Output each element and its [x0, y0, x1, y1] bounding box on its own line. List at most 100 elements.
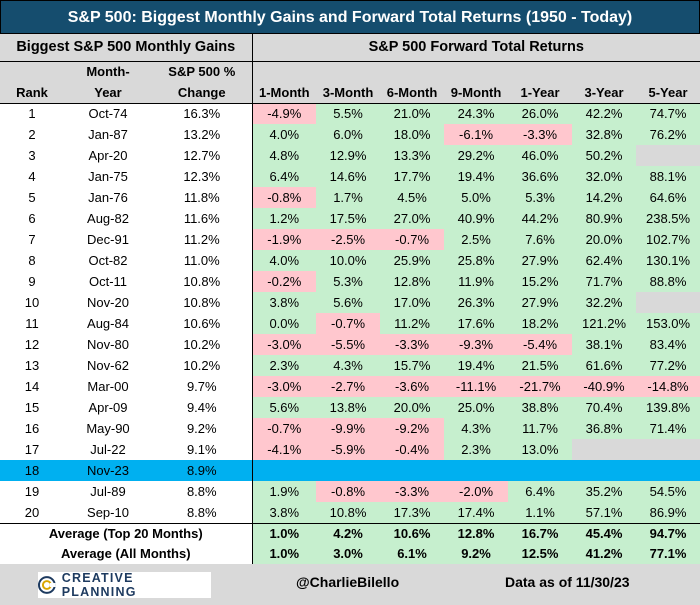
change-cell: 9.1%	[186, 442, 217, 457]
forward-1-month-cell: -0.8%	[251, 187, 317, 208]
forward-5-year-cell: 88.8%	[636, 271, 700, 292]
forward-6-month-cell: -3.3%	[380, 481, 445, 502]
forward-6-month-cell: 21.0%	[380, 103, 445, 124]
forward-3-month-cell	[316, 460, 381, 481]
month-year-cell: May-90	[86, 421, 130, 436]
forward-3-year-cell: 71.7%	[572, 271, 637, 292]
forward-1-month-cell: 4.0%	[251, 250, 317, 271]
table-row: 20 Sep-10 8.8% 3.8% 10.8% 17.3% 17.4% 1.1% 57.1%…	[0, 502, 700, 523]
rank-cell: 12	[24, 337, 40, 352]
forward-6-month-cell: -3.3%	[380, 334, 445, 355]
month-year-cell: Apr-09	[88, 400, 128, 415]
table-row: 17 Jul-22 9.1% -4.1% -5.9% -0.4% 2.3% 13.0%	[0, 439, 700, 460]
rank-cell: 6	[28, 211, 36, 226]
rank-cell: 16	[24, 421, 40, 436]
change-cell: 9.2%	[186, 421, 217, 436]
forward-3-year-cell: 38.1%	[572, 334, 637, 355]
right-section-header: S&P 500 Forward Total Returns	[251, 34, 700, 62]
forward-9-month-cell: 2.3%	[444, 439, 509, 460]
table-row: 13 Nov-62 10.2% 2.3% 4.3% 15.7% 19.4% 21.5% 61.6…	[0, 355, 700, 376]
forward-5-year-cell: -14.8%	[636, 376, 700, 397]
change-cell: 11.2%	[183, 232, 220, 247]
forward-3-year-cell: 14.2%	[572, 187, 637, 208]
forward-1-month-cell: -4.1%	[251, 439, 317, 460]
forward-1-month-cell: 0.0%	[251, 313, 317, 334]
table-row: 11 Aug-84 10.6% 0.0% -0.7% 11.2% 17.6% 18.2% 121…	[0, 313, 700, 334]
forward-5-year-cell	[636, 292, 700, 313]
forward-1-year-cell: 13.0%	[508, 439, 573, 460]
forward-3-month-cell: -0.7%	[316, 313, 381, 334]
forward-1-month-cell: 5.6%	[251, 397, 317, 418]
table-row: 3 Apr-20 12.7% 4.8% 12.9% 13.3% 29.2% 46.0% 50.2…	[0, 145, 700, 166]
table-row: 9 Oct-11 10.8% -0.2% 5.3% 12.8% 11.9% 15.2% 71.7…	[0, 271, 700, 292]
summary-3-year-cell: 41.2%	[572, 544, 637, 565]
month-year-cell: Nov-20	[87, 295, 129, 310]
change-cell: 9.4%	[186, 400, 217, 415]
month-year-cell: Jan-87	[88, 127, 128, 142]
change-cell: 10.2%	[183, 358, 221, 373]
summary-1-year-cell: 12.5%	[508, 544, 573, 565]
forward-5-year-cell: 88.1%	[636, 166, 700, 187]
forward-9-month-cell: 17.6%	[444, 313, 509, 334]
summary-1-year-cell: 16.7%	[508, 522, 573, 544]
header-1-year: 1-Year	[508, 82, 573, 104]
forward-1-month-cell	[251, 460, 317, 481]
month-year-cell: Jan-75	[88, 169, 128, 184]
forward-1-month-cell: 6.4%	[251, 166, 317, 187]
month-year-cell: Jul-89	[90, 484, 126, 499]
change-cell: 13.2%	[183, 127, 221, 142]
summary-3-month-cell: 3.0%	[316, 544, 381, 565]
header-9-month: 9-Month	[444, 82, 509, 104]
forward-5-year-cell: 76.2%	[636, 124, 700, 145]
change-cell: 8.8%	[186, 504, 217, 520]
table-row: 4 Jan-75 12.3% 6.4% 14.6% 17.7% 19.4% 36.6% 32.0…	[0, 166, 700, 187]
table-body: 1 Oct-74 16.3% -4.9% 5.5% 21.0% 24.3% 26.0% 42.2…	[0, 103, 700, 523]
creative-planning-logo-icon	[38, 576, 56, 594]
month-year-cell: Dec-91	[87, 232, 129, 247]
summary-label: Average (Top 20 Months)	[0, 522, 253, 544]
month-year-cell: Mar-00	[87, 379, 129, 394]
creative-planning-logo: CREATIVE PLANNING	[38, 571, 211, 599]
forward-1-year-cell: 46.0%	[508, 145, 573, 166]
forward-9-month-cell: 17.4%	[444, 502, 509, 523]
forward-6-month-cell: 11.2%	[380, 313, 445, 334]
forward-5-year-cell	[636, 145, 700, 166]
forward-3-year-cell: 35.2%	[572, 481, 637, 502]
month-year-cell: Nov-62	[87, 358, 129, 373]
forward-3-year-cell: 42.2%	[572, 103, 637, 124]
forward-1-year-cell: -5.4%	[508, 334, 573, 355]
forward-1-year-cell: 15.2%	[508, 271, 573, 292]
forward-3-year-cell	[572, 439, 637, 460]
change-cell: 12.7%	[183, 148, 221, 163]
forward-3-year-cell: 80.9%	[572, 208, 637, 229]
forward-3-year-cell: -40.9%	[572, 376, 637, 397]
forward-1-year-cell: 21.5%	[508, 355, 573, 376]
forward-6-month-cell: 12.8%	[380, 271, 445, 292]
header-6-month: 6-Month	[380, 82, 445, 104]
table-row: 8 Oct-82 11.0% 4.0% 10.0% 25.9% 25.8% 27.9% 62.4…	[0, 250, 700, 271]
forward-3-year-cell	[572, 460, 637, 481]
rank-cell: 9	[28, 274, 36, 289]
forward-9-month-cell: 40.9%	[444, 208, 509, 229]
forward-5-year-cell	[636, 439, 700, 460]
forward-3-year-cell: 61.6%	[572, 355, 637, 376]
returns-table: Biggest S&P 500 Monthly Gains S&P 500 Fo…	[0, 34, 700, 587]
forward-6-month-cell: 18.0%	[380, 124, 445, 145]
forward-6-month-cell: 4.5%	[380, 187, 445, 208]
forward-3-month-cell: -5.9%	[316, 439, 381, 460]
page-title: S&P 500: Biggest Monthly Gains and Forwa…	[0, 0, 700, 34]
forward-9-month-cell: 25.8%	[444, 250, 509, 271]
forward-1-year-cell: 1.1%	[508, 502, 573, 523]
forward-6-month-cell: 25.9%	[380, 250, 445, 271]
month-year-cell: Sep-10	[87, 504, 129, 520]
forward-1-year-cell: 38.8%	[508, 397, 573, 418]
rank-cell: 7	[28, 232, 36, 247]
forward-3-month-cell: 1.7%	[316, 187, 381, 208]
change-cell: 11.0%	[183, 253, 220, 268]
table-row: 7 Dec-91 11.2% -1.9% -2.5% -0.7% 2.5% 7.6% 20.0%…	[0, 229, 700, 250]
table-row: 19 Jul-89 8.8% 1.9% -0.8% -3.3% -2.0% 6.4% 35.2%…	[0, 481, 700, 502]
rank-cell: 5	[28, 190, 36, 205]
forward-5-year-cell: 74.7%	[636, 103, 700, 124]
forward-3-month-cell: 13.8%	[316, 397, 381, 418]
rank-cell: 3	[28, 148, 36, 163]
